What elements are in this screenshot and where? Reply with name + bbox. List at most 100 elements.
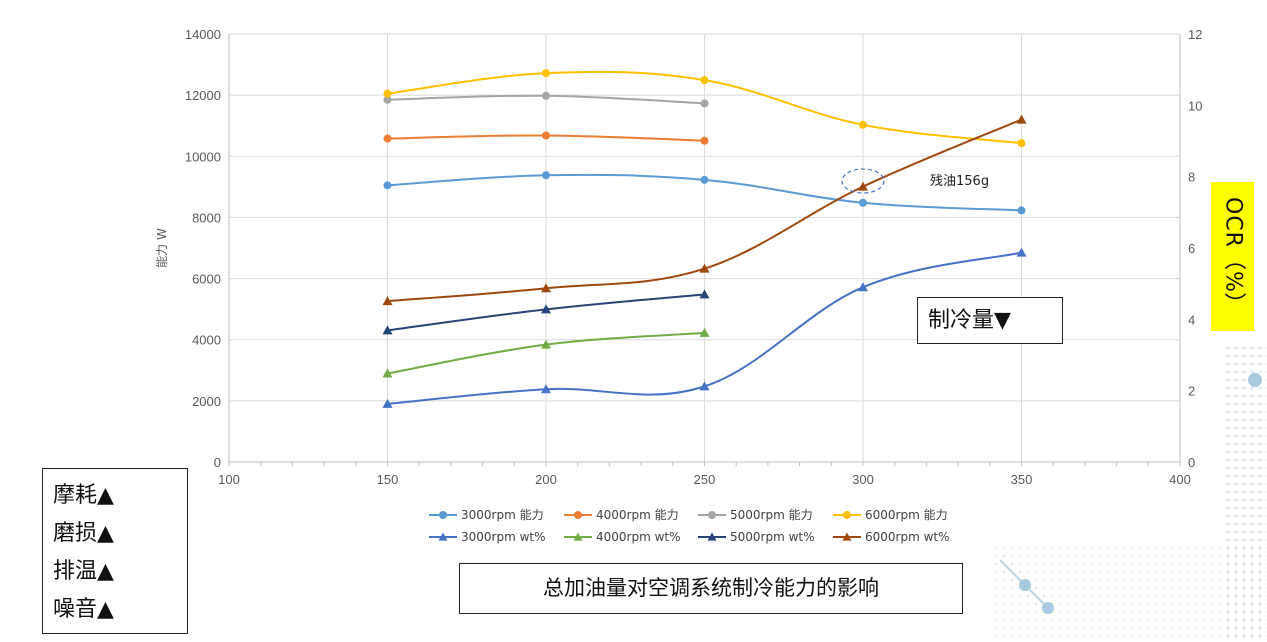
- data-point-triangle: [382, 398, 393, 408]
- data-point-triangle: [699, 381, 710, 391]
- data-point-triangle: [699, 327, 710, 337]
- legend-label: 3000rpm 能力: [461, 508, 544, 522]
- y-right-tick-label: 4: [1188, 312, 1195, 327]
- y-right-tick-label: 6: [1188, 241, 1195, 256]
- series-layer: [382, 69, 1027, 408]
- legend-label: 4000rpm wt%: [596, 530, 681, 544]
- effect-item-noise: 噪音▲: [53, 597, 114, 622]
- legend-label: 5000rpm 能力: [730, 508, 813, 522]
- y-left-tick-label: 0: [214, 455, 221, 470]
- legend-marker-circle: [439, 511, 447, 519]
- legend-item: 5000rpm wt%: [698, 530, 815, 544]
- legend-marker-triangle: [842, 532, 852, 541]
- y-left-tick-label: 8000: [192, 210, 221, 225]
- chart-caption: 总加油量对空调系统制冷能力的影响: [459, 563, 963, 614]
- data-point-circle: [542, 69, 550, 78]
- series-1: [383, 131, 709, 145]
- right-axis-title-text: OCR（%）: [1220, 197, 1246, 316]
- data-point-triangle: [858, 282, 868, 292]
- legend-marker-triangle: [573, 532, 583, 541]
- x-tick-label: 400: [1169, 472, 1191, 487]
- legend-marker-triangle: [707, 532, 717, 541]
- y-left-tick-label: 6000: [192, 272, 221, 287]
- legend-marker-circle: [708, 511, 716, 519]
- legend-item: 4000rpm wt%: [564, 530, 681, 544]
- x-tick-label: 150: [377, 472, 399, 487]
- legend-item: 3000rpm 能力: [429, 508, 544, 522]
- legend-marker-circle: [843, 511, 851, 519]
- legend-label: 4000rpm 能力: [596, 508, 679, 522]
- legend: 3000rpm 能力 4000rpm 能力 5000rpm 能力 6000rpm 能力…: [429, 508, 950, 544]
- legend-label: 3000rpm wt%: [461, 530, 546, 544]
- series-2: [383, 91, 709, 108]
- y-left-tick-label: 4000: [192, 333, 221, 348]
- data-point-circle: [700, 99, 709, 108]
- legend-label: 5000rpm wt%: [730, 530, 815, 544]
- y-left-tick-label: 14000: [185, 27, 221, 42]
- data-point-circle: [542, 171, 550, 180]
- y-right-tick-label: 8: [1188, 170, 1195, 185]
- y-left-axis-title: 能力 W: [155, 228, 169, 268]
- y-left-tick-label: 10000: [185, 149, 221, 164]
- legend-label: 6000rpm 能力: [865, 508, 948, 522]
- legend-marker-circle: [574, 511, 582, 519]
- data-point-triangle: [541, 304, 551, 314]
- legend-marker-triangle: [438, 532, 448, 541]
- axes: 100 150 200 250 300 350 4000200040006000800010…: [155, 27, 1202, 487]
- data-point-circle: [700, 76, 709, 85]
- data-point-triangle: [858, 181, 868, 191]
- data-point-circle: [542, 91, 550, 100]
- legend-label: 6000rpm wt%: [865, 530, 950, 544]
- data-point-circle: [700, 175, 709, 184]
- legend-item: 6000rpm wt%: [833, 530, 950, 544]
- legend-item: 4000rpm 能力: [564, 508, 679, 522]
- data-point-circle: [1017, 206, 1026, 215]
- right-axis-title: OCR（%）: [1211, 182, 1254, 331]
- cooling-capacity-text: 制冷量▼: [928, 308, 1011, 333]
- series-5: [382, 327, 710, 378]
- y-right-tick-label: 0: [1188, 455, 1195, 470]
- effects-callout: 摩耗▲ 磨损▲ 排温▲ 噪音▲: [42, 468, 188, 634]
- residual-oil-label: 残油156g: [930, 174, 989, 189]
- x-tick-label: 250: [694, 472, 716, 487]
- y-right-tick-label: 2: [1188, 384, 1195, 399]
- data-point-circle: [383, 181, 392, 190]
- series-0: [383, 171, 1026, 215]
- data-point-triangle: [541, 339, 551, 349]
- effect-item-discharge-temp: 排温▲: [53, 559, 114, 584]
- x-tick-label: 350: [1011, 472, 1033, 487]
- grid: [228, 33, 1181, 463]
- data-point-circle: [1017, 139, 1026, 148]
- data-point-circle: [859, 198, 867, 207]
- data-point-triangle: [382, 325, 393, 335]
- data-point-triangle: [382, 296, 393, 306]
- legend-item: 5000rpm 能力: [698, 508, 813, 522]
- y-left-tick-label: 12000: [185, 88, 221, 103]
- data-point-circle: [700, 136, 709, 145]
- series-7: [382, 114, 1027, 306]
- data-point-circle: [383, 89, 392, 98]
- y-left-tick-label: 2000: [192, 394, 221, 409]
- legend-item: 6000rpm 能力: [833, 508, 948, 522]
- x-tick-label: 300: [852, 472, 874, 487]
- effect-item-abrasion: 磨损▲: [53, 521, 114, 546]
- y-right-tick-label: 10: [1188, 98, 1202, 113]
- data-point-triangle: [1016, 247, 1027, 257]
- data-point-triangle: [699, 289, 710, 299]
- series-4: [382, 247, 1027, 408]
- legend-item: 3000rpm wt%: [429, 530, 546, 544]
- chart-caption-text: 总加油量对空调系统制冷能力的影响: [543, 576, 879, 600]
- annotation-layer: 残油156g: [841, 168, 989, 194]
- data-point-triangle: [699, 263, 710, 273]
- series-6: [382, 289, 710, 335]
- cooling-capacity-callout: 制冷量▼: [917, 297, 1063, 344]
- data-point-triangle: [1016, 114, 1027, 124]
- data-point-triangle: [382, 368, 393, 378]
- data-point-circle: [383, 134, 392, 143]
- series-3: [383, 69, 1026, 148]
- x-tick-label: 200: [535, 472, 557, 487]
- data-point-triangle: [541, 384, 551, 394]
- data-point-circle: [383, 95, 392, 104]
